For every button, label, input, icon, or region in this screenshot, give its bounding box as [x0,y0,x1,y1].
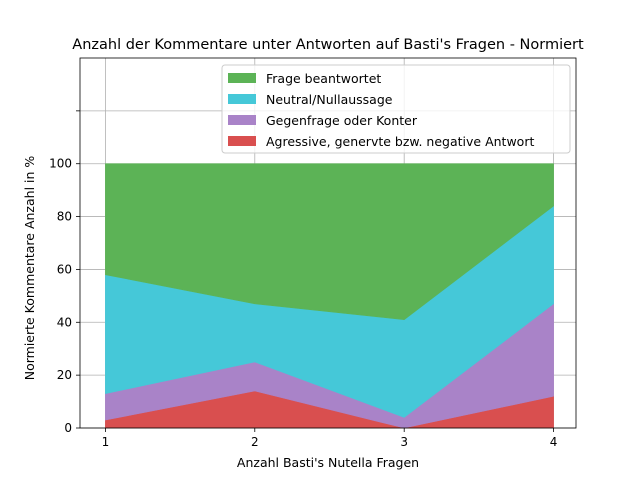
x-tick-label: 2 [251,435,259,449]
legend-box [221,64,571,154]
chart-title: Anzahl der Kommentare unter Antworten au… [72,37,584,53]
legend-swatch-agressive-genervte-bzw-negative-antwort [228,136,256,146]
y-tick-label: 20 [57,368,72,382]
x-tick-label: 3 [400,435,408,449]
y-tick-label: 0 [64,421,72,435]
x-tick-label: 1 [102,435,110,449]
y-tick-label: 60 [57,262,72,276]
legend-label-neutral-nullaussage: Neutral/Nullaussage [266,92,393,107]
y-axis-label: Normierte Kommentare Anzahl in % [22,156,37,381]
legend-label-gegenfrage-oder-konter: Gegenfrage oder Konter [266,113,418,128]
legend: Frage beantwortet Neutral/Nullaussage Gege… [221,64,571,154]
legend-swatch-gegenfrage-oder-konter [228,115,256,125]
area-frage-beantwortet [105,163,554,320]
legend-label-frage-beantwortet: Frage beantwortet [266,71,381,86]
legend-label-agressive-genervte-bzw-negative-antwort: Agressive, genervte bzw. negative Antwor… [266,134,534,149]
y-tick-label: 100 [49,157,72,171]
x-axis-label: Anzahl Basti's Nutella Fragen [237,455,419,470]
area-series [105,163,554,429]
plot-frame [79,57,577,429]
legend-swatch-frage-beantwortet [228,73,256,83]
legend-swatch-neutral-nullaussage [228,94,256,104]
x-tick-label: 4 [550,435,558,449]
y-tick-label: 40 [57,315,72,329]
y-tick-label: 80 [57,210,72,224]
